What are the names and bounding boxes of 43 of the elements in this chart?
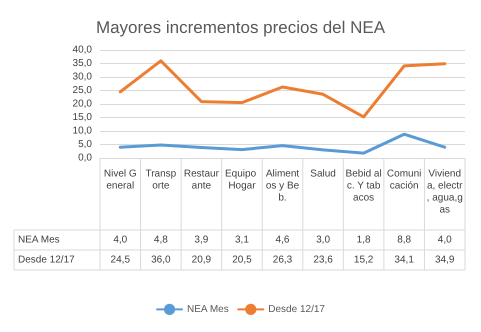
y-tick-label: 0,0 bbox=[78, 152, 92, 164]
data-label: 4,6 bbox=[276, 234, 290, 246]
line-series bbox=[118, 59, 446, 118]
y-tick-label: 10,0 bbox=[72, 126, 92, 136]
data-label: 3,9 bbox=[194, 234, 209, 246]
data-label: 20,9 bbox=[192, 254, 212, 266]
data-label: 4,0 bbox=[113, 234, 128, 246]
y-tick-label: 5,0 bbox=[78, 139, 92, 150]
x-tick-label: Bebid alc. Y tabacos bbox=[346, 168, 382, 204]
legend-label: Desde 12/17 bbox=[268, 304, 326, 315]
text: NEA Mes bbox=[18, 234, 60, 246]
x-tick-label: Comunicación bbox=[386, 168, 422, 192]
data-label: 8,8 bbox=[397, 234, 412, 246]
y-tick-label: 15,0 bbox=[72, 112, 92, 123]
y-tick-label: 40,0 bbox=[72, 44, 92, 56]
data-label: 23,6 bbox=[313, 254, 334, 266]
y-tick-label: 25,0 bbox=[72, 85, 92, 96]
data-label: 34,1 bbox=[394, 254, 414, 266]
data-label: 3,0 bbox=[316, 234, 330, 246]
data-label: 15,2 bbox=[354, 254, 374, 266]
data-label: 26,3 bbox=[272, 254, 293, 266]
x-tick-label: Transporte bbox=[145, 168, 177, 192]
data-label: 3,1 bbox=[234, 234, 250, 246]
legend-label: NEA Mes bbox=[187, 304, 229, 315]
x-tick-label: Vivienda, electr, agua,gas bbox=[426, 168, 464, 216]
y-tick-label: 20,0 bbox=[72, 98, 92, 110]
y-tick-label: 30,0 bbox=[72, 72, 92, 82]
y-tick-label: 35,0 bbox=[72, 58, 92, 69]
x-tick-label: Salud bbox=[310, 168, 336, 180]
data-label: 1,8 bbox=[356, 234, 371, 246]
x-tick-label: Alimentos y Beb. bbox=[266, 168, 300, 204]
data-label: 20,5 bbox=[232, 254, 252, 266]
text: Desde 12/17 bbox=[18, 254, 75, 266]
data-label: 36,0 bbox=[151, 254, 171, 266]
data-label: 24,5 bbox=[110, 254, 130, 266]
x-tick-label: Restaurante bbox=[184, 168, 220, 192]
x-tick-label: Nivel General bbox=[104, 168, 137, 192]
data-label: 34,9 bbox=[434, 254, 455, 266]
line-series bbox=[118, 132, 446, 155]
x-tick-label: Equipo Hogar bbox=[224, 168, 259, 192]
chart-title: Mayores incrementos precios del NEA bbox=[96, 18, 386, 37]
data-label: 4,8 bbox=[154, 234, 168, 246]
data-label: 4,0 bbox=[438, 234, 452, 246]
